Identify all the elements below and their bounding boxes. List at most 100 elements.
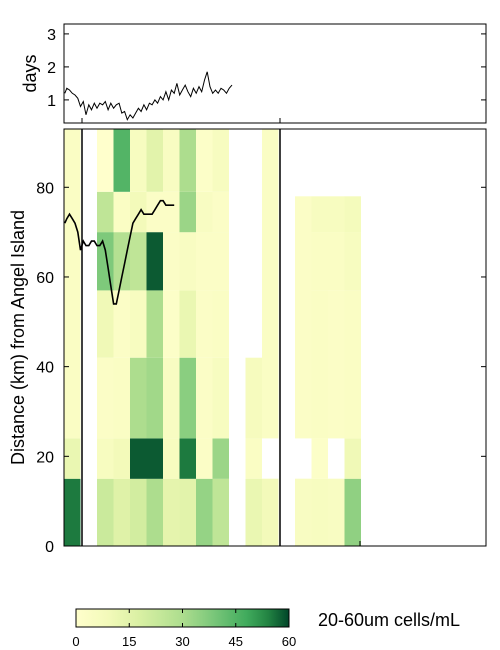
heatmap-cell [163, 357, 180, 439]
heatmap-cell [311, 232, 328, 291]
bottom-axes-frame [63, 128, 487, 547]
heatmap-cell [130, 232, 147, 291]
top-ytick-label: 3 [47, 27, 56, 44]
heatmap-cell [179, 129, 196, 192]
heatmap-cell [212, 129, 229, 192]
heatmap-cell [311, 478, 328, 546]
heatmap-cell [113, 290, 130, 358]
bottom-ytick-label: 60 [36, 270, 54, 287]
heatmap-cell [328, 232, 345, 291]
heatmap-cell [179, 357, 196, 439]
heatmap-cell [212, 357, 229, 439]
heatmap-cell [196, 478, 213, 546]
bottom-ytick-label: 40 [36, 360, 54, 377]
heatmap-cell [113, 478, 130, 546]
heatmap-cell [196, 290, 213, 358]
heatmap-cell [113, 129, 130, 192]
heatmap-cell [113, 232, 130, 291]
heatmap-cell [344, 438, 361, 479]
heatmap-cell [130, 290, 147, 358]
colorbar-tick-label: 45 [229, 634, 243, 649]
heatmap-cell [163, 290, 180, 358]
heatmap-cell [146, 438, 163, 479]
heatmap-cell [179, 290, 196, 358]
heatmap-cell [245, 478, 262, 546]
bottom-ylabel: Distance (km) from Angel Island [8, 210, 28, 465]
heatmap-cell [344, 232, 361, 291]
heatmap-cell [113, 357, 130, 439]
heatmap-cell [328, 478, 345, 546]
heatmap-cell [97, 357, 114, 439]
heatmap-cell [179, 478, 196, 546]
heatmap-cell [146, 357, 163, 439]
top-ylabel: days [20, 54, 40, 92]
colorbar-tick-label: 15 [122, 634, 136, 649]
colorbar-tick-label: 60 [282, 634, 296, 649]
heatmap-cell [311, 290, 328, 439]
bottom-ytick-label: 80 [36, 180, 54, 197]
heatmap-cell [163, 232, 180, 291]
colorbar: 0 15 30 45 60 20-60um cells/mL [72, 608, 460, 649]
bottom-ytick-label: 0 [45, 539, 54, 556]
top-axes-frame [63, 23, 487, 124]
heatmap-cell [212, 232, 229, 291]
heatmap-cell [163, 191, 180, 233]
heatmap-cell [113, 191, 130, 233]
heatmap-cell [64, 438, 81, 479]
heatmap-cell [262, 478, 279, 546]
heatmap-cell [295, 478, 312, 546]
heatmap-cell [130, 438, 147, 479]
heatmap-cell [311, 438, 328, 479]
top-ytick-label: 2 [47, 60, 56, 77]
heatmap-cell [196, 232, 213, 291]
top-ytick-label: 1 [47, 93, 56, 110]
heatmap-cell [328, 196, 345, 233]
colorbar-label: 20-60um cells/mL [318, 610, 460, 630]
bottom-panel: 0 20 40 60 80 Distance (km) from Angel Island [8, 128, 487, 556]
colorbar-tick-label: 30 [175, 634, 189, 649]
heatmap-cell [64, 129, 81, 439]
heatmap-cell [344, 290, 361, 439]
heatmap-cell [212, 191, 229, 233]
heatmap-cell [130, 478, 147, 546]
heatmap-cell [97, 478, 114, 546]
heatmap-cell [311, 196, 328, 233]
heatmap-cell [179, 438, 196, 479]
heatmap-cell [245, 357, 262, 439]
heatmap-cell [97, 232, 114, 291]
top-panel: 1 2 3 days [20, 23, 487, 124]
heatmap-cell [97, 290, 114, 358]
heatmap-cell [64, 478, 81, 546]
heatmap-cell [97, 438, 114, 479]
heatmap-cell [344, 478, 361, 546]
heatmap-cell [146, 232, 163, 291]
bottom-ytick-label: 20 [36, 449, 54, 466]
top-series-line [64, 71, 233, 121]
heatmap-cell [146, 478, 163, 546]
heatmap-cell [163, 129, 180, 192]
heatmap-cell [146, 290, 163, 358]
heatmap-cell [113, 438, 130, 479]
bottom-overlay-line [64, 199, 175, 305]
heatmap-cell [212, 438, 229, 479]
heatmap-cell [196, 191, 213, 233]
heatmap-cell [196, 438, 213, 479]
heatmap-cell [163, 478, 180, 546]
heatmap-cell [179, 232, 196, 291]
heatmap-cell [196, 357, 213, 439]
heatmap-cell [212, 290, 229, 358]
heatmap-cell [146, 191, 163, 233]
heatmap-cell [146, 129, 163, 192]
heatmap-cell [328, 290, 345, 439]
heatmap-cell [179, 191, 196, 233]
heatmap-cell [262, 129, 279, 439]
colorbar-tick-label: 0 [72, 634, 79, 649]
heatmap-cell [130, 357, 147, 439]
heatmap-cell [97, 129, 114, 192]
heatmap-cell [130, 129, 147, 192]
heatmap-cell [196, 129, 213, 192]
heatmap-cell [97, 191, 114, 233]
heatmap-cell [163, 438, 180, 479]
heatmap-cell [295, 196, 312, 439]
heatmap-cell [212, 478, 229, 546]
